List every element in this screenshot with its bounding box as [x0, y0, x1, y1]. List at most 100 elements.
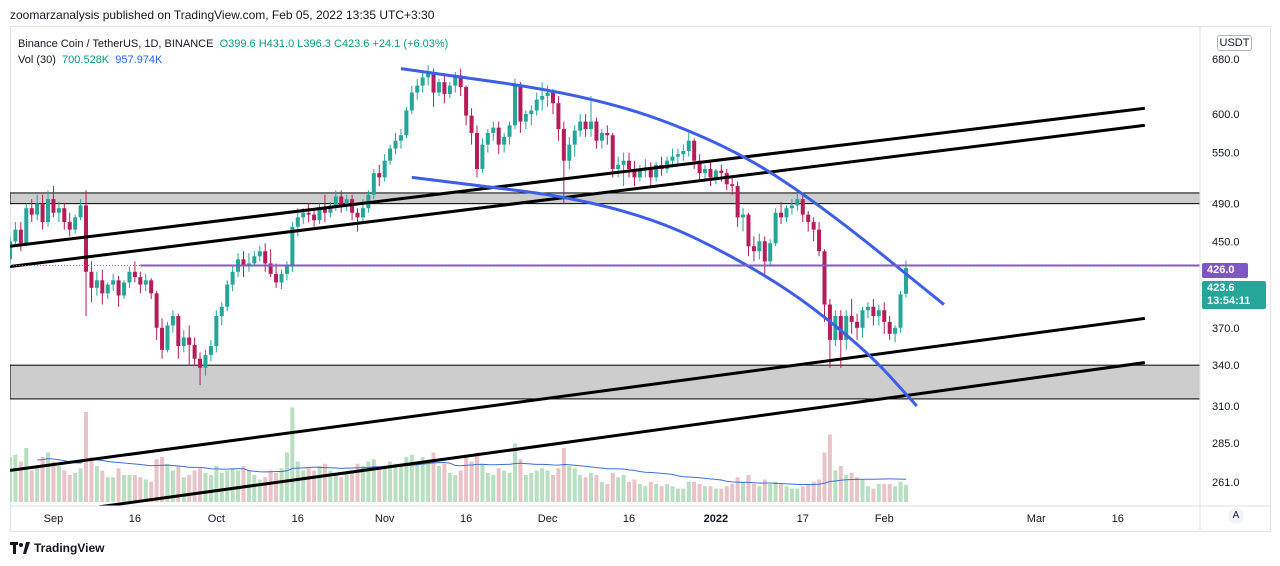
trendline-3[interactable]	[10, 361, 1146, 520]
arc-curve-0[interactable]	[400, 67, 945, 306]
candle-body	[51, 199, 56, 213]
candle-body	[540, 96, 545, 100]
candle-body	[512, 85, 517, 126]
volume-bar	[692, 481, 697, 502]
trendline-1[interactable]	[10, 123, 1146, 269]
candle-body	[35, 203, 40, 215]
volume-bar	[789, 488, 794, 502]
candle-body	[24, 208, 29, 244]
volume-bar	[724, 486, 729, 502]
volume-bar	[833, 470, 838, 502]
candle-body	[388, 148, 393, 161]
bar-countdown: 13:54:11	[1207, 295, 1251, 307]
candle-body	[876, 310, 881, 317]
candle-body	[263, 251, 268, 264]
auto-scale-button[interactable]: A	[1228, 508, 1244, 524]
trendline-2[interactable]	[10, 316, 1146, 472]
volume-layer	[10, 407, 908, 502]
price-tick-label: 490.0	[1212, 199, 1240, 211]
volume-bar	[268, 470, 273, 502]
volume-bar	[165, 463, 170, 502]
candle-body	[187, 337, 192, 345]
volume-bar	[312, 470, 317, 502]
candle-body	[295, 217, 300, 227]
volume-bar	[225, 470, 230, 502]
candle-body	[757, 241, 762, 252]
candle-body	[654, 164, 659, 178]
candle-body	[589, 121, 594, 130]
candle-body	[697, 160, 702, 174]
volume-bar	[860, 479, 865, 502]
volume-bar	[713, 488, 718, 502]
candle-body	[415, 85, 420, 93]
volume-bar	[637, 484, 642, 502]
volume-bar	[496, 468, 501, 502]
candle-body	[637, 170, 642, 178]
volume-bar	[18, 461, 23, 502]
volume-bar	[534, 470, 539, 502]
candle-body	[817, 229, 822, 252]
volume-bar	[599, 481, 604, 502]
candle-body	[735, 185, 740, 218]
volume-bar	[469, 461, 474, 502]
candle-body	[594, 121, 599, 141]
candle-body	[62, 208, 67, 223]
legend-symbol[interactable]: Binance Coin / TetherUS, 1D, BINANCE	[18, 38, 214, 50]
volume-bar	[436, 466, 441, 502]
price-chart[interactable]: 680.0 600.0 550.0 490.0 450.0 370.0 340.0 310.0…	[10, 26, 1271, 532]
candle-body	[436, 82, 441, 93]
arc-curve-1[interactable]	[411, 175, 918, 408]
volume-bar	[398, 466, 403, 502]
volume-bar	[149, 481, 154, 502]
volume-bar	[132, 475, 137, 502]
candle-body	[219, 306, 224, 317]
currency-unit-button[interactable]: USDT	[1217, 35, 1252, 51]
volume-bar	[545, 470, 550, 502]
candle-body	[632, 168, 637, 178]
candle-body	[485, 132, 490, 145]
volume-bar	[757, 486, 762, 502]
volume-bar	[621, 475, 626, 502]
candle-body	[18, 229, 23, 244]
candle-body	[431, 73, 436, 93]
candle-body	[67, 222, 72, 230]
candle-body	[339, 196, 344, 206]
volume-bar	[322, 463, 327, 502]
candle-body	[111, 280, 116, 285]
brand-name: TradingView	[34, 541, 105, 555]
candle-body	[138, 277, 143, 285]
volume-bar	[675, 488, 680, 502]
volume-bar	[540, 468, 545, 502]
candle-body	[474, 132, 479, 169]
volume-bar	[187, 475, 192, 502]
volume-bar	[827, 434, 832, 502]
candle-body	[871, 306, 876, 317]
volume-bar	[10, 457, 12, 502]
volume-bar	[138, 477, 143, 502]
volume-bar	[295, 461, 300, 502]
time-tick-label: Sep	[44, 513, 64, 525]
candle-body	[730, 184, 735, 186]
candle-body	[578, 121, 583, 131]
volume-bar	[882, 484, 887, 502]
volume-bar	[507, 472, 512, 502]
time-tick-label: Mar	[1027, 513, 1046, 525]
candle-body	[855, 321, 860, 328]
volume-bar	[420, 457, 425, 502]
volume-bar	[252, 475, 257, 502]
zone-0[interactable]	[10, 192, 1200, 205]
candles-layer	[10, 65, 908, 386]
time-axis[interactable]: Sep 16 Oct 16 Nov 16 Dec 16 2022 17 Feb Mar 16	[44, 513, 1124, 525]
legend-vol-label[interactable]: Vol (30)	[18, 54, 56, 66]
price-tick-label: 261.0	[1212, 477, 1240, 489]
zone-1[interactable]	[10, 364, 1200, 400]
price-axis[interactable]: 680.0 600.0 550.0 490.0 450.0 370.0 340.0 310.0…	[1212, 54, 1240, 489]
volume-bar	[181, 477, 186, 502]
trendline-0[interactable]	[10, 106, 1146, 248]
candle-body	[333, 196, 338, 206]
volume-bar	[366, 461, 371, 502]
candle-body	[746, 214, 751, 247]
candle-body	[610, 135, 615, 169]
candle-body	[523, 114, 528, 122]
candle-body	[105, 284, 110, 294]
